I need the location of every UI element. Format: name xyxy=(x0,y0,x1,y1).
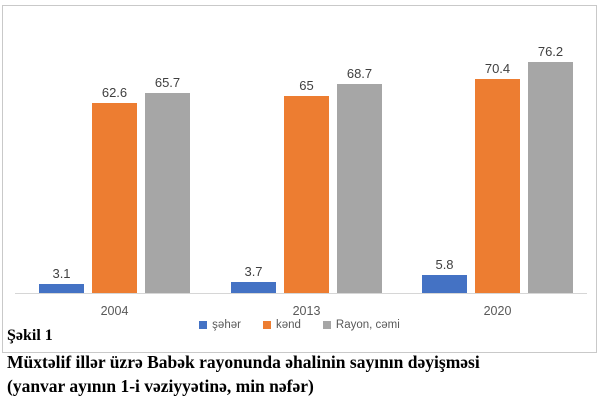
bar-value-label: 5.8 xyxy=(435,257,454,273)
legend-marker-icon xyxy=(322,321,331,329)
bar-value-label: 68.7 xyxy=(346,66,373,82)
legend: şəhər kənd Rayon, cəmi xyxy=(3,319,596,331)
figure-label: Şəkil 1 xyxy=(7,327,57,345)
legend-label: şəhər xyxy=(212,319,241,331)
bar-value-label: 62.6 xyxy=(101,84,128,100)
bar: 68.7 xyxy=(337,66,382,293)
legend-marker-icon xyxy=(199,321,208,329)
bar-value-label: 3.7 xyxy=(244,263,263,279)
legend-item: kənd xyxy=(262,319,301,331)
category-label: 2013 xyxy=(292,304,321,318)
x-axis-line xyxy=(15,293,587,294)
legend-label: Rayon, cəmi xyxy=(335,319,400,331)
legend-item: Rayon, cəmi xyxy=(322,319,400,331)
bar: 65.7 xyxy=(145,75,190,293)
figure-title-line1: Müxtəlif illər üzrə Babək rayonunda əhal… xyxy=(7,352,480,372)
bar: 76.2 xyxy=(528,44,573,293)
bar: 62.6 xyxy=(92,85,137,293)
bar-value-label: 65.7 xyxy=(154,75,181,91)
category-label: 2020 xyxy=(483,304,512,318)
category-label: 2004 xyxy=(100,304,129,318)
bar-value-label: 76.2 xyxy=(537,43,564,59)
bar-value-label: 70.4 xyxy=(484,61,511,77)
chart-frame: 3.1 62.6 65.7 2004 3.7 65 68.7 2013 5.8 70.4 76.2 2… xyxy=(2,5,597,353)
legend-marker-icon xyxy=(262,321,271,329)
bar: 70.4 xyxy=(475,61,520,293)
bar: 3.1 xyxy=(39,266,84,293)
bar-value-label: 65 xyxy=(299,77,314,93)
bar-group: 3.1 62.6 65.7 xyxy=(39,75,190,293)
bar-value-label: 3.1 xyxy=(52,265,71,281)
bar-group: 3.7 65 68.7 xyxy=(231,66,382,293)
bar: 3.7 xyxy=(231,264,276,293)
bar-group: 5.8 70.4 76.2 xyxy=(422,44,573,293)
legend-label: kənd xyxy=(275,319,301,331)
bar: 5.8 xyxy=(422,257,467,293)
bar: 65 xyxy=(284,78,329,293)
figure-title-line2: (yanvar ayının 1-i vəziyyətinə, min nəfə… xyxy=(7,376,314,396)
legend-item: şəhər xyxy=(199,319,241,331)
